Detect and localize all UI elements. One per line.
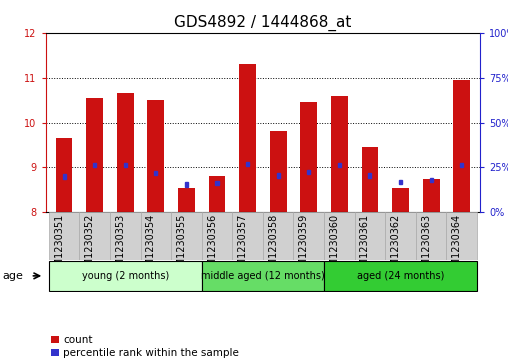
FancyBboxPatch shape (232, 212, 263, 260)
Bar (93, 163, 96, 167)
FancyBboxPatch shape (294, 212, 324, 260)
Bar (399, 180, 402, 184)
Bar (453, 80, 470, 212)
Bar (430, 178, 433, 182)
Title: GDS4892 / 1444868_at: GDS4892 / 1444868_at (174, 15, 352, 31)
Text: GSM1230362: GSM1230362 (391, 214, 400, 279)
Bar (338, 163, 341, 167)
Bar (277, 173, 280, 178)
Text: middle aged (12 months): middle aged (12 months) (201, 271, 325, 281)
Bar (124, 163, 127, 167)
Text: GSM1230353: GSM1230353 (115, 214, 125, 279)
Bar (62, 174, 66, 179)
FancyBboxPatch shape (385, 212, 416, 260)
FancyBboxPatch shape (263, 212, 294, 260)
Text: GSM1230358: GSM1230358 (268, 214, 278, 279)
Bar (331, 95, 348, 212)
FancyBboxPatch shape (324, 261, 477, 290)
Text: aged (24 months): aged (24 months) (357, 271, 444, 281)
Bar (270, 131, 287, 212)
Bar (154, 171, 157, 175)
Text: GSM1230356: GSM1230356 (207, 214, 217, 279)
Bar (185, 182, 188, 187)
Bar (460, 163, 463, 167)
FancyBboxPatch shape (324, 212, 355, 260)
Bar (246, 162, 249, 166)
Bar (368, 173, 371, 178)
Bar (423, 179, 439, 212)
FancyBboxPatch shape (141, 212, 171, 260)
Text: young (2 months): young (2 months) (82, 271, 169, 281)
Bar (362, 147, 378, 212)
FancyBboxPatch shape (202, 212, 232, 260)
Text: GSM1230363: GSM1230363 (421, 214, 431, 279)
Text: GSM1230361: GSM1230361 (360, 214, 370, 279)
Text: GSM1230360: GSM1230360 (329, 214, 339, 279)
Bar (239, 64, 256, 212)
Bar (86, 98, 103, 212)
FancyBboxPatch shape (79, 212, 110, 260)
Bar (178, 188, 195, 212)
Bar (56, 138, 73, 212)
FancyBboxPatch shape (416, 212, 447, 260)
Bar (392, 188, 409, 212)
Bar (300, 102, 317, 212)
FancyBboxPatch shape (447, 212, 477, 260)
FancyBboxPatch shape (171, 212, 202, 260)
Text: GSM1230354: GSM1230354 (146, 214, 156, 279)
Bar (307, 170, 310, 174)
Text: GSM1230359: GSM1230359 (299, 214, 309, 279)
Bar (209, 176, 226, 212)
Text: GSM1230355: GSM1230355 (176, 214, 186, 279)
FancyBboxPatch shape (49, 212, 79, 260)
FancyBboxPatch shape (49, 261, 202, 290)
Text: GSM1230352: GSM1230352 (85, 214, 94, 279)
Bar (147, 100, 164, 212)
Text: age: age (3, 271, 23, 281)
FancyBboxPatch shape (202, 261, 324, 290)
Text: GSM1230351: GSM1230351 (54, 214, 64, 279)
Text: GSM1230357: GSM1230357 (238, 214, 247, 279)
FancyBboxPatch shape (355, 212, 385, 260)
Text: GSM1230364: GSM1230364 (452, 214, 462, 279)
Bar (117, 93, 134, 212)
FancyBboxPatch shape (110, 212, 141, 260)
Legend: count, percentile rank within the sample: count, percentile rank within the sample (51, 335, 239, 358)
Bar (215, 181, 218, 185)
